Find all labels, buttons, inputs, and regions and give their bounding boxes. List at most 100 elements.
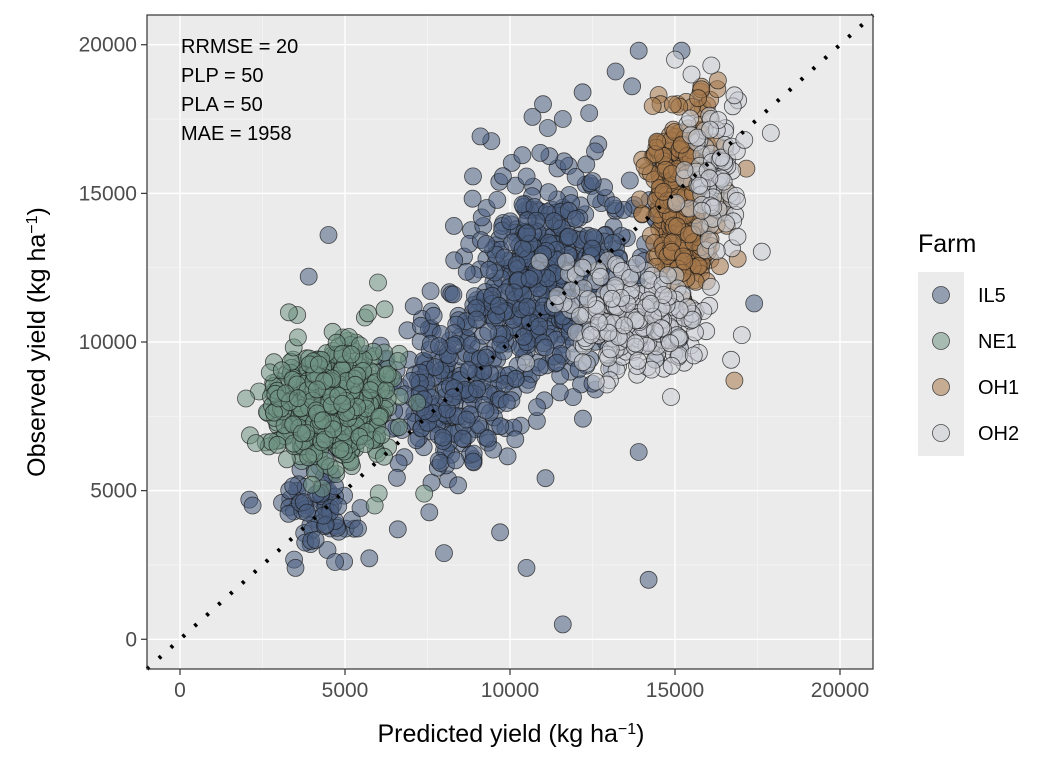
data-point-oh2 bbox=[603, 289, 621, 308]
data-point-oh2 bbox=[586, 372, 605, 391]
data-point-il5 bbox=[286, 559, 305, 577]
data-point-oh2 bbox=[621, 268, 639, 287]
data-point-il5 bbox=[453, 429, 472, 448]
data-point-il5 bbox=[530, 317, 549, 336]
x-axis-title-main: Predicted yield (kg ha bbox=[378, 720, 619, 748]
data-point-il5 bbox=[429, 337, 448, 356]
data-point-oh2 bbox=[682, 65, 701, 84]
data-point-il5 bbox=[580, 104, 599, 122]
data-point-il5 bbox=[476, 401, 495, 420]
data-point-oh2 bbox=[517, 353, 535, 372]
x-tick-label: 20000 bbox=[811, 679, 869, 702]
data-point-il5 bbox=[517, 559, 536, 577]
data-point-ne1 bbox=[361, 381, 380, 400]
data-point-il5 bbox=[435, 544, 453, 562]
data-point-il5 bbox=[606, 62, 625, 81]
x-axis-title-close: ) bbox=[636, 720, 644, 748]
data-point-oh2 bbox=[662, 356, 681, 375]
data-point-oh1 bbox=[689, 89, 707, 108]
data-point-il5 bbox=[514, 327, 533, 346]
data-point-ne1 bbox=[365, 496, 384, 515]
data-point-il5 bbox=[498, 447, 517, 466]
data-point-il5 bbox=[745, 294, 764, 313]
data-point-il5 bbox=[536, 338, 555, 357]
y-axis-title-close: ) bbox=[23, 207, 51, 215]
legend-key-il5 bbox=[932, 286, 950, 304]
data-point-oh2 bbox=[735, 130, 754, 149]
y-tick-label: 10000 bbox=[79, 331, 137, 354]
data-point-il5 bbox=[527, 211, 546, 230]
data-point-oh1 bbox=[643, 97, 662, 115]
x-axis-title: Predicted yield (kg ha−1) bbox=[378, 720, 645, 748]
data-point-oh2 bbox=[722, 350, 740, 369]
data-point-il5 bbox=[433, 428, 452, 447]
data-point-il5 bbox=[479, 323, 498, 341]
data-point-oh2 bbox=[628, 254, 646, 273]
y-tick-label: 0 bbox=[125, 628, 137, 651]
data-point-il5 bbox=[506, 430, 525, 449]
data-point-il5 bbox=[566, 167, 585, 186]
data-point-il5 bbox=[566, 210, 585, 228]
data-point-oh2 bbox=[683, 310, 702, 329]
y-tick-label: 20000 bbox=[79, 34, 137, 57]
data-point-il5 bbox=[298, 503, 316, 522]
data-point-il5 bbox=[518, 224, 536, 243]
x-tick-label: 10000 bbox=[481, 679, 539, 702]
data-point-il5 bbox=[536, 469, 555, 488]
data-point-oh1 bbox=[675, 252, 694, 271]
data-point-il5 bbox=[513, 146, 532, 165]
y-axis-title: Observed yield (kg ha−1) bbox=[23, 207, 51, 477]
data-point-oh2 bbox=[615, 316, 634, 335]
data-point-il5 bbox=[491, 523, 510, 542]
legend: Farm IL5 NE1 OH1 OH2 bbox=[918, 230, 1019, 456]
data-point-ne1 bbox=[346, 375, 365, 394]
data-point-ne1 bbox=[356, 435, 375, 453]
data-point-il5 bbox=[520, 269, 539, 288]
data-point-il5 bbox=[462, 335, 481, 354]
data-point-oh2 bbox=[571, 306, 589, 325]
x-axis-title-sup: −1 bbox=[618, 721, 636, 738]
data-point-il5 bbox=[507, 255, 526, 274]
data-point-ne1 bbox=[237, 389, 255, 408]
data-point-il5 bbox=[444, 388, 463, 407]
data-point-oh2 bbox=[707, 242, 726, 261]
data-point-oh2 bbox=[626, 334, 645, 353]
data-point-oh1 bbox=[654, 182, 673, 201]
data-point-oh2 bbox=[662, 388, 680, 406]
data-point-il5 bbox=[553, 615, 572, 634]
data-point-oh2 bbox=[752, 242, 771, 261]
data-point-oh1 bbox=[709, 71, 727, 90]
annotation-rrmse: RRMSE = 20 bbox=[181, 36, 298, 58]
data-point-ne1 bbox=[408, 393, 427, 412]
data-point-ne1 bbox=[308, 380, 326, 399]
data-point-oh2 bbox=[573, 353, 592, 372]
data-point-oh2 bbox=[548, 286, 567, 305]
data-point-il5 bbox=[457, 410, 476, 429]
data-point-il5 bbox=[329, 497, 348, 516]
data-point-oh2 bbox=[693, 201, 711, 220]
data-point-il5 bbox=[523, 108, 542, 126]
data-point-il5 bbox=[471, 127, 490, 146]
data-point-il5 bbox=[478, 429, 497, 448]
data-point-il5 bbox=[387, 468, 406, 487]
data-point-oh2 bbox=[688, 128, 707, 147]
data-point-il5 bbox=[326, 553, 345, 571]
data-point-oh2 bbox=[701, 277, 720, 296]
data-point-il5 bbox=[547, 353, 566, 372]
data-point-il5 bbox=[388, 520, 407, 539]
data-point-il5 bbox=[431, 453, 450, 472]
legend-items: IL5 NE1 OH1 OH2 bbox=[932, 285, 1019, 445]
data-point-ne1 bbox=[370, 408, 389, 426]
data-point-ne1 bbox=[342, 345, 361, 364]
data-point-il5 bbox=[560, 227, 578, 246]
data-point-ne1 bbox=[303, 475, 321, 494]
data-point-ne1 bbox=[378, 365, 397, 384]
data-point-ne1 bbox=[388, 352, 407, 370]
data-point-il5 bbox=[446, 451, 465, 470]
data-point-il5 bbox=[459, 361, 478, 379]
data-point-ne1 bbox=[372, 426, 391, 445]
data-point-il5 bbox=[445, 251, 464, 270]
legend-label-ne1: NE1 bbox=[978, 331, 1017, 353]
data-point-oh1 bbox=[663, 95, 682, 114]
data-point-ne1 bbox=[369, 273, 387, 292]
